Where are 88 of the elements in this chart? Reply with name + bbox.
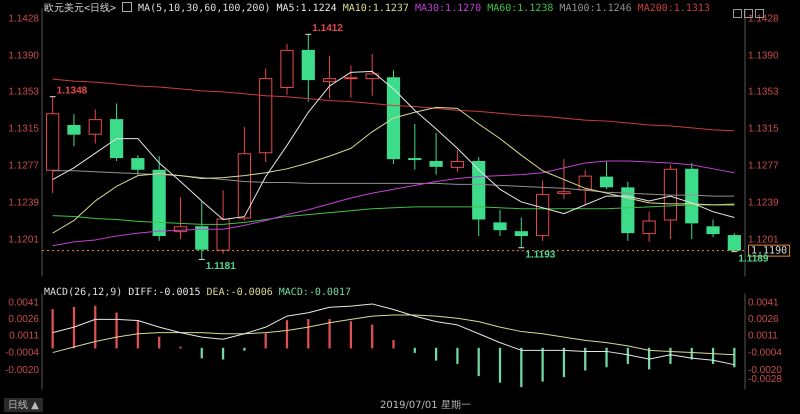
y2-tick-label: -0.0004 (748, 347, 782, 358)
candlestick (366, 53, 379, 96)
candlestick (621, 180, 634, 242)
candlestick (514, 217, 528, 248)
y-tick-label: 1.1201 (8, 234, 40, 246)
bar (414, 348, 416, 353)
y-tick-label: 0.0011 (9, 330, 40, 342)
candlestick (600, 160, 614, 190)
bar (52, 309, 54, 348)
y-tick-label: 1.1239 (8, 198, 40, 209)
y2-tick-label: 0.0026 (748, 314, 780, 326)
candlestick (344, 65, 358, 98)
text: MA5:1.1224 (276, 3, 337, 14)
bar (541, 348, 544, 382)
y2-tick-label: 1.1353 (748, 86, 780, 98)
candlestick (302, 34, 315, 102)
candlestick (430, 132, 443, 176)
text: DIFF:-0.0015 (128, 287, 201, 298)
annotation: 1.1348 (56, 85, 88, 96)
bar (136, 320, 139, 348)
candlestick (216, 190, 230, 254)
candlestick (685, 162, 698, 240)
bar (626, 348, 629, 364)
text: 日线 ▲ (4, 398, 43, 412)
bar (371, 324, 374, 348)
bar (158, 336, 160, 348)
candlestick (88, 108, 102, 144)
bar (243, 348, 246, 351)
y-tick-label: 1.1277 (8, 160, 40, 172)
text: MACD:-0.0017 (278, 287, 352, 298)
y2-tick-label: 1.1315 (748, 124, 780, 135)
y2-tick-label: 1.1201 (748, 234, 780, 246)
candlestick (536, 180, 550, 242)
candlestick (322, 55, 336, 100)
candlestick (259, 68, 272, 162)
y2-tick-label: 1.1390 (748, 50, 780, 62)
y-tick-label: 0.0026 (8, 314, 40, 326)
candlestick (280, 44, 294, 96)
candlestick (642, 211, 656, 242)
y2-tick-label: 1.1277 (748, 160, 780, 172)
y2-tick-label: -0.0028 (748, 374, 782, 385)
bar (264, 333, 267, 348)
annotation: 1.1193 (525, 249, 556, 260)
annotation: 1.1181 (206, 261, 236, 272)
bar (733, 348, 736, 368)
candlestick (578, 169, 592, 206)
candlestick (238, 126, 251, 221)
candlestick (408, 123, 422, 170)
y2-tick-label: -0.0020 (748, 364, 782, 376)
text: 2019/07/01 星期一 (380, 398, 471, 412)
bar (584, 348, 586, 371)
candlestick (152, 156, 166, 242)
text: MA60:1.1238 (487, 3, 554, 14)
candlestick (664, 164, 678, 240)
legend-title: MACD(26,12,9) (44, 287, 122, 298)
y-tick-label: 1.1390 (8, 50, 40, 62)
y-tick-label: 1.1315 (8, 124, 40, 135)
candlestick (472, 156, 486, 237)
candlestick (174, 196, 188, 240)
candlestick (557, 158, 571, 200)
bar (307, 319, 310, 348)
y2-tick-label: 0.0011 (748, 330, 778, 342)
chart-title: 欧元美元<日线> (44, 3, 116, 14)
candlestick (67, 114, 81, 147)
candlestick (386, 70, 400, 164)
candlestick (493, 209, 507, 237)
y2-tick-label: 1.1428 (748, 13, 780, 24)
bar (200, 348, 203, 358)
y2-tick-label: 0.0041 (748, 298, 780, 309)
bar (478, 348, 480, 376)
legend-title: MA(5,10,30,60,100,200) (138, 3, 270, 14)
y-tick-label: -0.0004 (5, 347, 40, 358)
candlestick (110, 103, 124, 162)
y-tick-label: 1.1428 (8, 13, 40, 24)
y-tick-label: 1.1353 (8, 86, 40, 98)
text: MA200:1.1313 (638, 3, 710, 14)
text: MA30:1.1270 (414, 3, 482, 14)
bar (94, 306, 96, 348)
text: DEA:-0.0006 (206, 287, 273, 298)
text: MA100:1.1246 (559, 3, 632, 14)
candlestick (450, 150, 464, 172)
annotation: 1.1412 (312, 23, 344, 34)
bar (520, 348, 522, 388)
text: MA10:1.1237 (342, 3, 409, 14)
y2-tick-label: 1.1239 (748, 198, 780, 209)
y-tick-label: -0.0020 (5, 364, 40, 376)
y-tick-label: 0.0041 (8, 298, 40, 309)
candlestick (706, 218, 720, 238)
